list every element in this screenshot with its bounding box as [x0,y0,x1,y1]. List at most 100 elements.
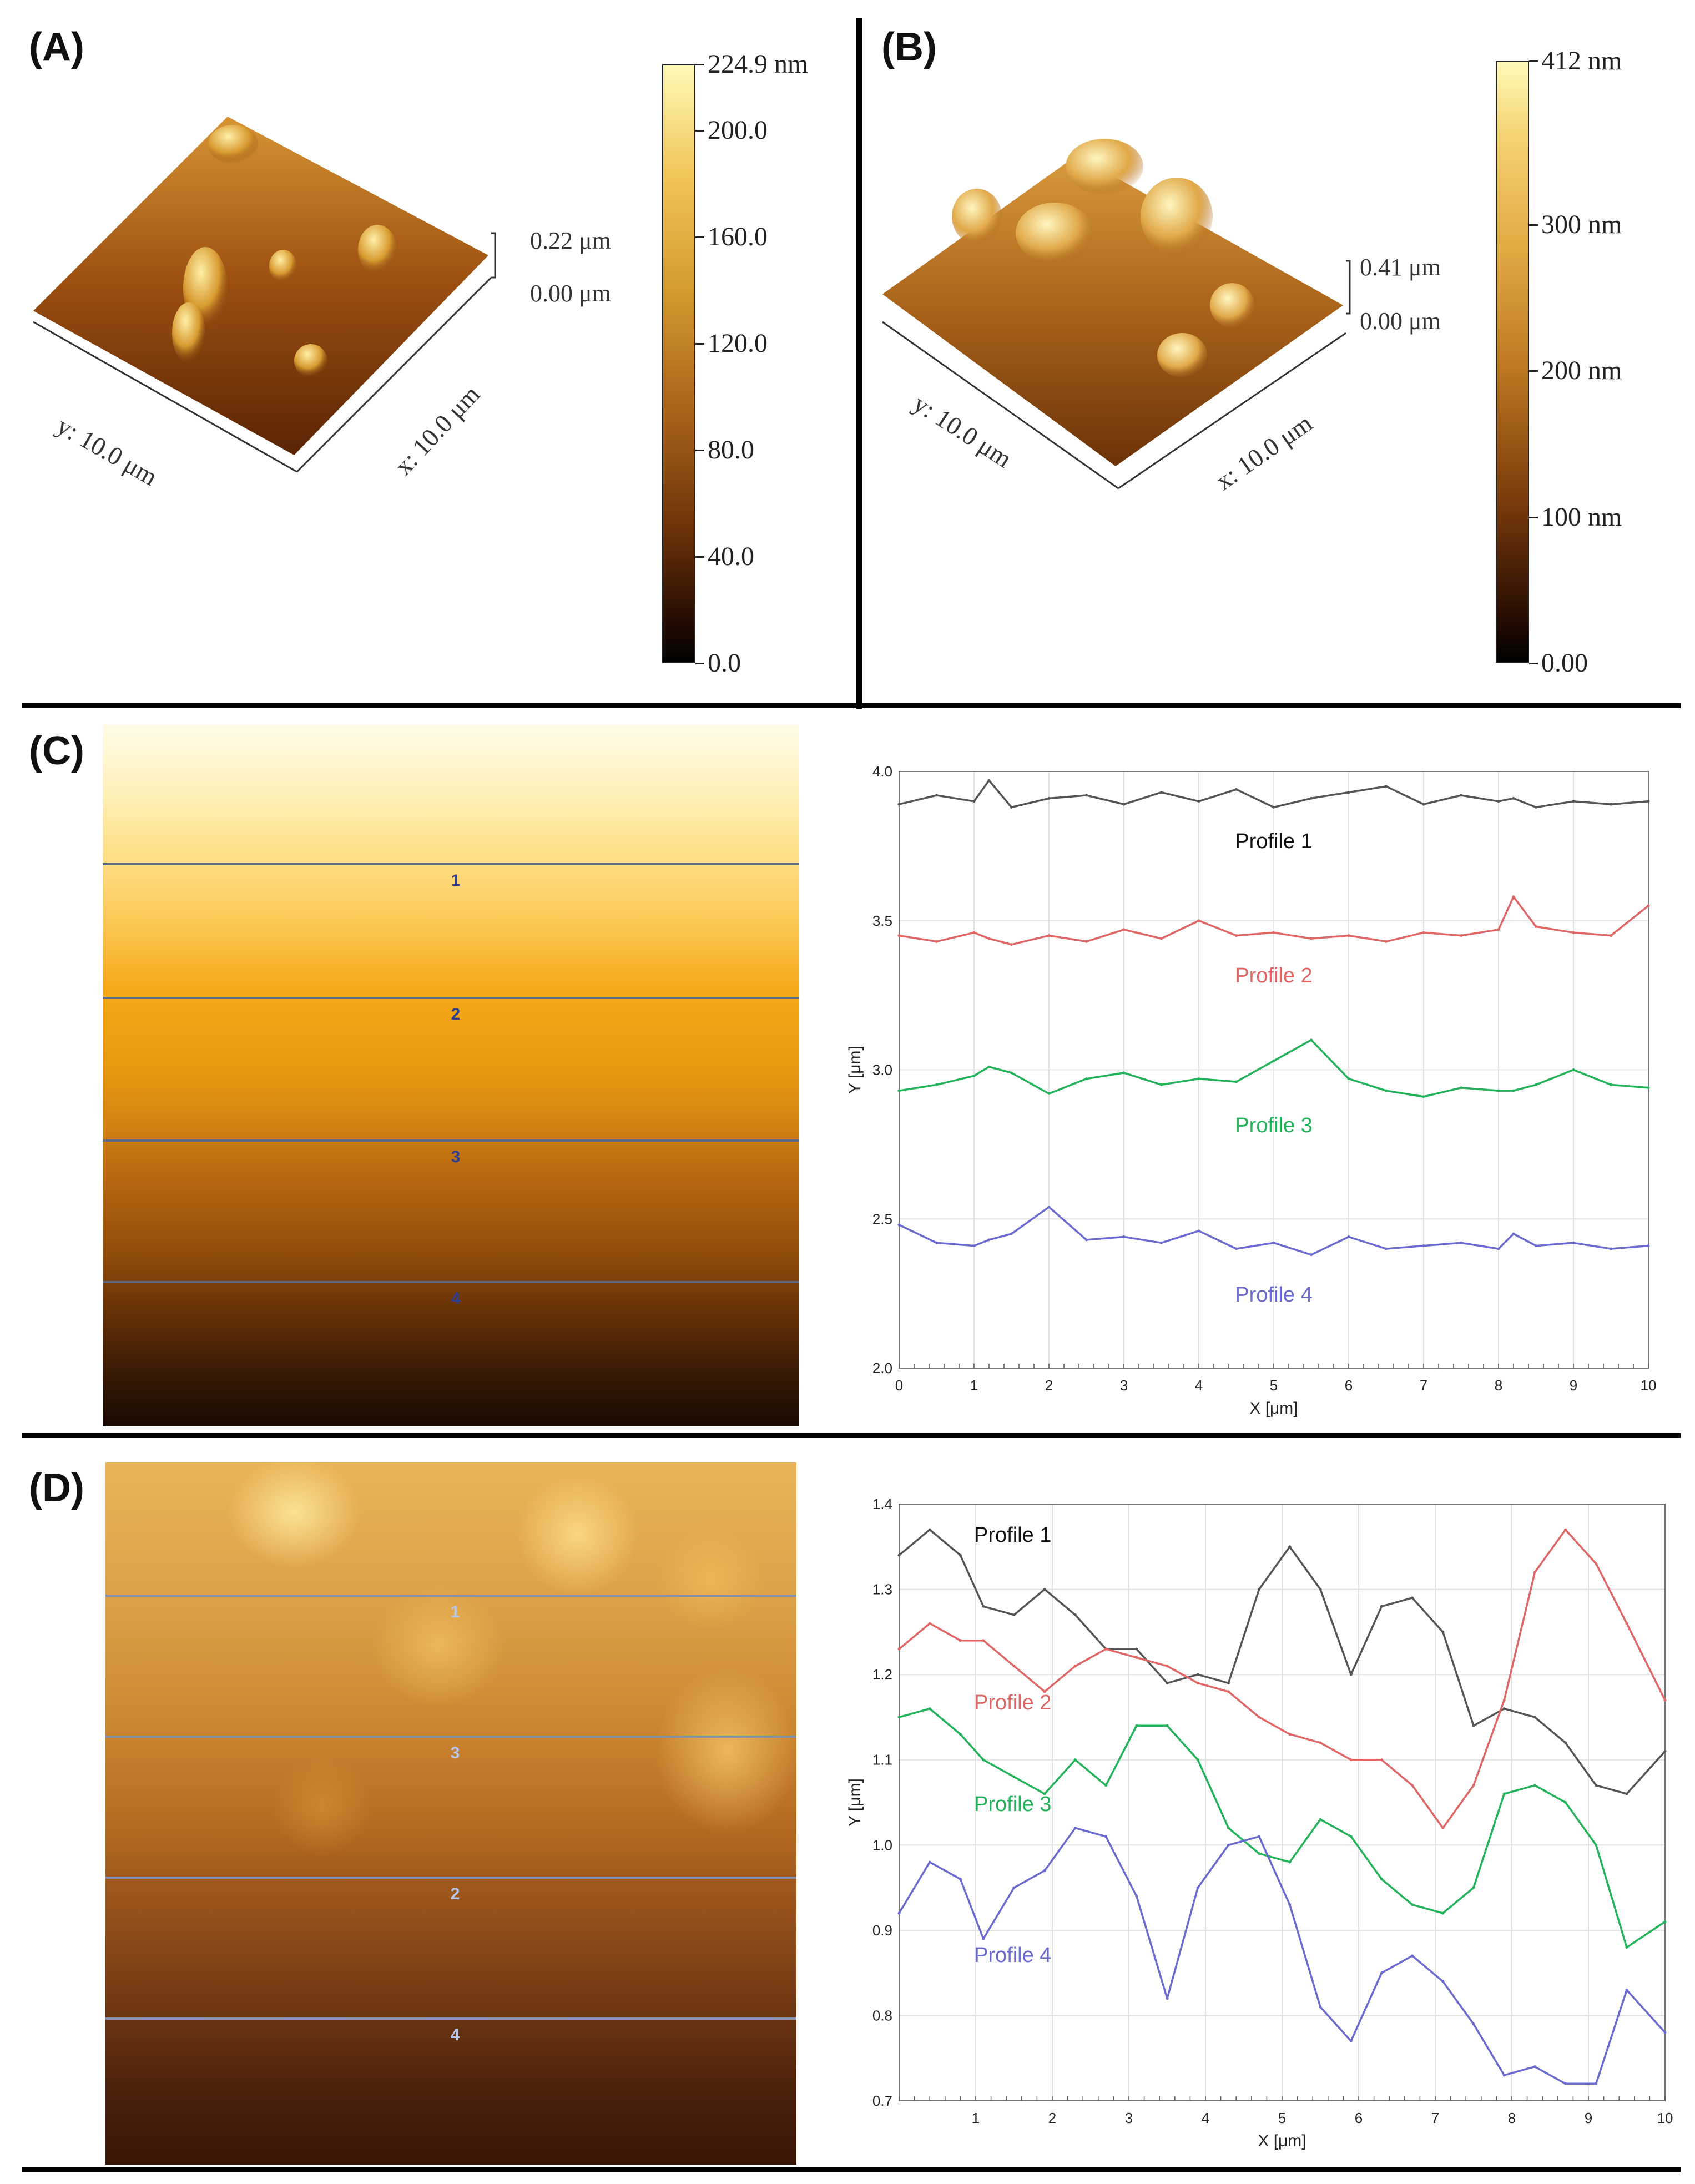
data-point [928,1528,931,1531]
colorbar-tick-mark [1529,224,1538,226]
panel-a-colorbar-ticks: 224.9 nm 200.0 160.0 120.0 80.0 40.0 0.0 [695,49,862,678]
x-tick-label: 4 [1195,1377,1203,1394]
data-point [1197,1077,1200,1081]
data-point [1347,934,1350,937]
data-point [1380,1971,1383,1975]
data-point [1010,943,1013,946]
data-point [1497,928,1500,931]
x-tick-label: 6 [1345,1377,1353,1394]
data-point [1012,1775,1016,1778]
x-tick-label: 0 [895,1377,903,1394]
data-point [897,1647,901,1651]
data-point [1349,1758,1353,1762]
data-point [1012,1665,1016,1668]
data-point [1272,931,1275,934]
x-axis-label: X [μm] [1249,1399,1298,1418]
data-point [982,1937,985,1940]
data-point [1385,1089,1388,1092]
data-point [935,1241,938,1244]
data-point [1385,1247,1388,1250]
data-point [1160,937,1163,940]
data-point [1595,1784,1598,1787]
panel-b-surface-top [882,155,1343,466]
data-point [1441,1827,1445,1830]
data-point [1572,1241,1575,1244]
data-point [1533,1784,1536,1787]
data-point [1135,1656,1138,1659]
data-point [987,937,991,940]
series-label: Profile 2 [1235,964,1312,987]
data-point [1472,1784,1475,1787]
panel-c-scan-lines: 1 2 3 4 [103,863,799,1308]
data-point [1460,794,1462,797]
data-point [1258,1835,1261,1838]
data-point [1380,1605,1383,1608]
data-point [1411,1903,1414,1906]
x-tick-label: 1 [972,2110,980,2126]
data-point [1043,1588,1046,1591]
colorbar-tick-label: 412 nm [1541,46,1622,75]
data-point [1460,934,1462,937]
x-tick-label: 3 [1120,1377,1128,1394]
data-point [928,1622,931,1625]
data-point [1595,2082,1598,2085]
data-point [959,1639,962,1642]
data-point [972,1244,976,1248]
data-point [1135,1894,1138,1898]
data-point [1535,806,1537,809]
data-point [1625,1988,1628,1991]
colorbar-tick-label: 160.0 [708,222,768,252]
data-point [1625,1946,1628,1949]
data-point [1227,1690,1230,1693]
data-point [1422,931,1425,934]
x-tick-label: 10 [1657,2110,1673,2126]
data-point [1073,1613,1077,1617]
data-point [959,1733,962,1736]
panel-b-surface-peaks [952,139,1254,377]
data-point [1512,1089,1515,1092]
y-tick-label: 1.1 [872,1752,892,1768]
panel-d-scan-label: 1 [451,1603,460,1621]
panel-c-profile-chart: 0 1 2 3 4 5 6 7 8 9 10 2.0 2.5 3.0 3.5 4.0 X [μm] Y [μm] P… [846,763,1657,1418]
horizontal-divider-1 [22,703,1681,708]
series-line-2 [898,1529,1666,1829]
colorbar-tick-mark [1529,663,1538,664]
data-point [1047,796,1051,800]
data-point [1235,934,1238,937]
panel-a-label: (A) [29,25,84,69]
data-point [1288,1860,1292,1864]
y-tick-label: 4.0 [872,763,892,780]
data-point [1349,2040,1353,2042]
panel-d-scan-label: 4 [451,2026,460,2044]
data-point [1572,931,1575,934]
colorbar-tick-label: 224.9 nm [708,49,809,79]
data-point [1610,803,1612,806]
colorbar-tick-mark [695,556,704,558]
panel-b-z-top: 0.41 μm [1360,254,1441,281]
data-point [1288,1545,1292,1549]
data-point [1319,1588,1322,1591]
data-point [897,934,901,937]
data-point [1310,937,1313,940]
panel-c-scan-label: 3 [451,1148,461,1166]
panel-a-z-top: 0.22 μm [530,227,611,254]
x-tick-label: 10 [1641,1377,1657,1394]
data-point [1472,1724,1475,1727]
panel-b-z-bottom: 0.00 μm [1360,307,1441,335]
data-point [1347,1077,1350,1081]
data-point [1647,800,1650,803]
panel-d-scan-label: 2 [451,1885,460,1903]
data-point [1460,1086,1462,1090]
data-point [1288,1903,1292,1906]
data-point [959,1553,962,1557]
data-point [987,1238,991,1242]
data-point [1663,2031,1667,2034]
data-point [982,1639,985,1642]
data-point [982,1758,985,1762]
x-tick-label: 9 [1570,1377,1577,1394]
data-point [1535,1244,1537,1248]
y-axis-label: Y [μm] [846,1046,864,1094]
panel-d-scan-label: 3 [451,1744,460,1762]
data-point [972,931,976,934]
data-point [1502,1698,1506,1702]
